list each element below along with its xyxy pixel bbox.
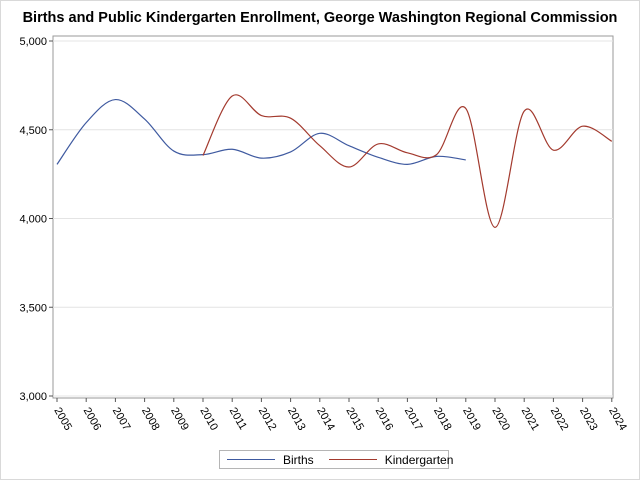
x-tick-label: 2013 <box>285 406 308 433</box>
x-tick-label: 2005 <box>51 406 74 433</box>
legend: Births Kindergarten <box>219 450 453 469</box>
x-tick-label: 2023 <box>577 406 600 433</box>
legend-swatch-kindergarten <box>328 459 377 460</box>
data-point-births <box>318 132 321 135</box>
data-point-kindergarten <box>494 226 497 229</box>
x-tick-label: 2014 <box>314 406 337 433</box>
data-point-births <box>377 156 380 159</box>
data-point-births <box>406 163 409 166</box>
data-point-births <box>231 148 234 151</box>
data-point-kindergarten <box>552 149 555 152</box>
y-tick-label: 3,500 <box>19 302 47 314</box>
x-tick-label: 2012 <box>256 406 279 433</box>
data-point-births <box>348 144 351 147</box>
y-tick-label: 3,000 <box>19 391 47 403</box>
y-tick-label: 4,000 <box>19 214 47 226</box>
x-tick-label: 2022 <box>548 406 571 433</box>
legend-label-kindergarten: Kindergarten <box>384 452 454 467</box>
data-point-births <box>260 157 263 160</box>
data-point-births <box>85 121 88 124</box>
data-point-kindergarten <box>435 153 438 156</box>
data-point-births <box>56 163 59 166</box>
data-point-kindergarten <box>406 151 409 154</box>
x-tick-label: 2010 <box>197 406 220 433</box>
data-point-births <box>172 150 175 153</box>
data-point-kindergarten <box>523 110 526 113</box>
x-tick-label: 2021 <box>519 406 542 433</box>
data-point-births <box>464 158 467 161</box>
legend-item-births: Births <box>227 453 314 467</box>
data-point-kindergarten <box>348 166 351 169</box>
x-tick-label: 2015 <box>343 406 366 433</box>
x-tick-label: 2007 <box>110 406 133 433</box>
data-point-kindergarten <box>318 144 321 147</box>
x-tick-label: 2024 <box>606 406 629 433</box>
data-point-kindergarten <box>289 117 292 120</box>
x-tick-label: 2017 <box>402 406 425 433</box>
data-point-kindergarten <box>610 140 613 143</box>
data-point-births <box>114 98 117 101</box>
data-point-births <box>289 150 292 153</box>
chart-title: Births and Public Kindergarten Enrollmen… <box>22 10 618 26</box>
x-tick-label: 2009 <box>168 406 191 433</box>
data-point-kindergarten <box>260 114 263 117</box>
x-tick-label: 2008 <box>139 406 162 433</box>
legend-swatch-births <box>227 459 275 460</box>
series-line-births <box>56 98 466 165</box>
data-point-kindergarten <box>202 154 205 157</box>
x-tick-label: 2011 <box>227 406 249 432</box>
x-tick-label: 2018 <box>431 406 454 433</box>
plot-area <box>52 35 614 399</box>
data-point-births <box>143 118 146 121</box>
x-tick-label: 2016 <box>373 406 396 433</box>
legend-label-births: Births <box>283 452 314 467</box>
data-point-kindergarten <box>464 107 467 110</box>
data-point-kindergarten <box>231 95 234 98</box>
data-point-kindergarten <box>581 125 584 128</box>
x-tick-label: 2019 <box>460 406 483 433</box>
x-tick-label: 2020 <box>489 406 512 433</box>
data-point-kindergarten <box>377 142 380 145</box>
series-line-kindergarten <box>202 94 613 228</box>
y-tick-label: 4,500 <box>19 125 47 137</box>
y-tick-label: 5,000 <box>19 36 47 48</box>
x-tick-label: 2006 <box>81 406 104 433</box>
legend-item-kindergarten: Kindergarten <box>328 452 454 467</box>
